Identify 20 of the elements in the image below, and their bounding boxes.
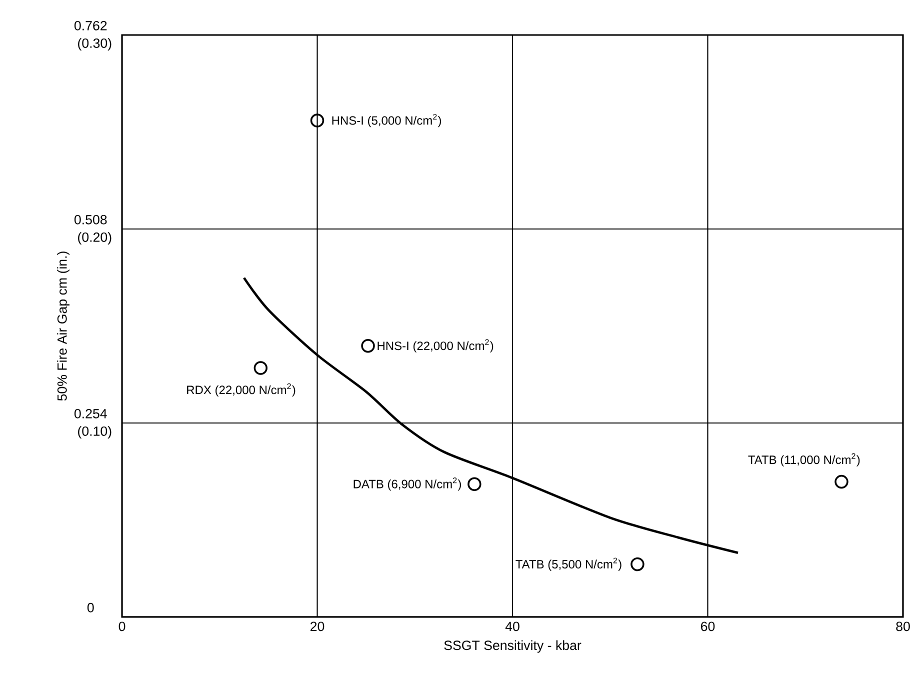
y-tick-label: 0.508 (74, 214, 107, 224)
y-axis-title: 50% Fire Air Gap cm (in.) (57, 252, 70, 401)
annotation: TATB (11,000 N/cm$^{2}$) (748, 453, 860, 466)
annotation: HNS-I (22,000 N/cm$^{2}$) (378, 339, 494, 352)
x-tick-label: 20 (310, 622, 324, 632)
y-tick-label: 0 (87, 602, 94, 612)
annotation: HNS-I (5,000 N/cm$^{2}$) (332, 114, 442, 128)
annotation: DATB (6,900 N/cm$^{2}$) (354, 478, 461, 491)
y-tick-label: 0.254 (74, 408, 107, 418)
x-tick-label: 40 (505, 622, 520, 632)
x-tick-label: 0 (118, 622, 126, 632)
y-tick-label: 0.762 (74, 20, 107, 30)
x-tick-label: 80 (896, 622, 910, 632)
x-axis-title: SSGT Sensitivity - kbar (444, 640, 582, 653)
annotation: RDX (22,000 N/cm$^{2}$) (187, 383, 296, 397)
annotation: TATB (5,500 N/cm$^{2}$) (516, 558, 622, 571)
x-tick-label: 60 (701, 622, 715, 632)
y2-tick-label: (0.20) (78, 232, 112, 245)
y2-tick-label: (0.30) (78, 38, 112, 51)
y2-tick-label: (0.10) (78, 426, 112, 439)
